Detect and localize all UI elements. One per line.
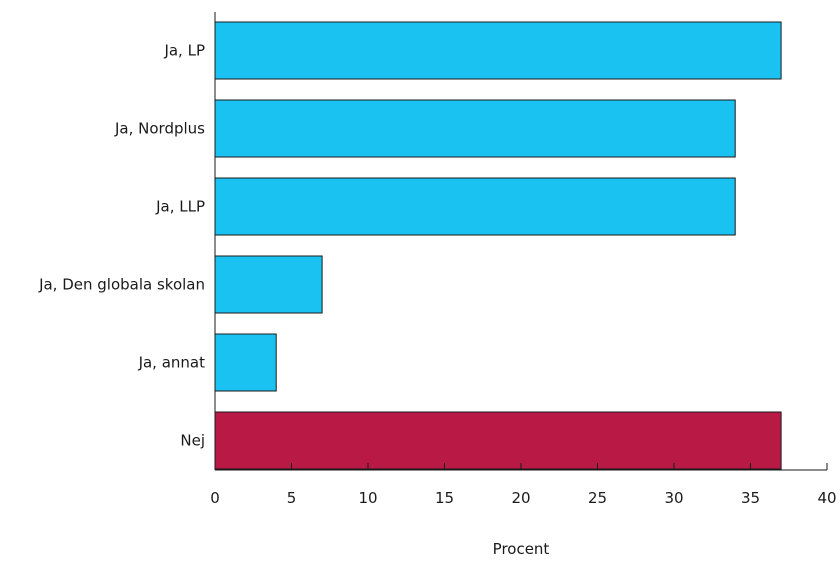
category-labels-group: Ja, LP Ja, Nordplus Ja, LLP Ja, Den globala… bbox=[38, 42, 205, 450]
bar-2 bbox=[214, 177, 736, 236]
x-axis-title: Procent bbox=[493, 540, 550, 558]
x-tick-label: 0 bbox=[210, 489, 220, 507]
bars-group bbox=[214, 21, 782, 470]
category-label: Nej bbox=[180, 432, 205, 450]
x-tick-label: 25 bbox=[588, 489, 607, 507]
category-label: Ja, LP bbox=[163, 42, 205, 60]
category-label: Ja, Nordplus bbox=[114, 120, 205, 138]
bar-1 bbox=[214, 99, 736, 158]
bar-0 bbox=[214, 21, 782, 80]
x-ticks-group: 0 5 10 15 20 25 30 35 40 bbox=[210, 463, 837, 507]
category-label: Ja, Den globala skolan bbox=[38, 276, 205, 294]
x-tick-label: 20 bbox=[511, 489, 530, 507]
bar-4 bbox=[214, 333, 277, 392]
category-label: Ja, LLP bbox=[155, 198, 205, 216]
x-tick-label: 5 bbox=[287, 489, 297, 507]
x-tick-label: 30 bbox=[664, 489, 683, 507]
x-tick-label: 35 bbox=[741, 489, 760, 507]
bar-5 bbox=[214, 411, 782, 470]
x-tick-label: 15 bbox=[435, 489, 454, 507]
category-label: Ja, annat bbox=[138, 354, 206, 372]
x-tick-label: 10 bbox=[358, 489, 377, 507]
bar-3 bbox=[214, 255, 323, 314]
x-tick-label: 40 bbox=[817, 489, 836, 507]
